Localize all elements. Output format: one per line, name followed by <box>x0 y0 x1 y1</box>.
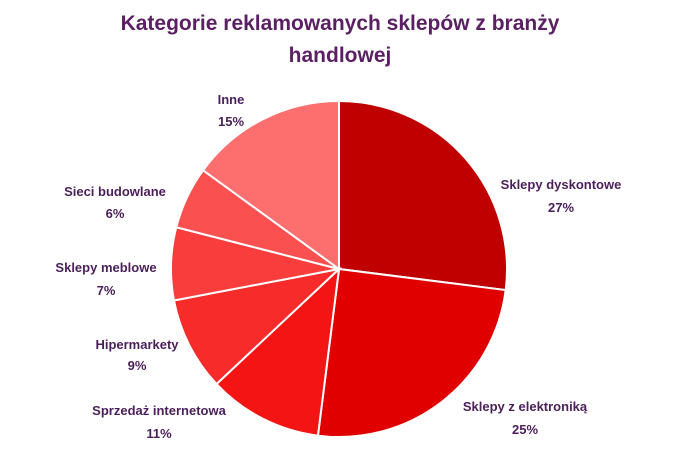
pie-slice-1 <box>338 99 509 292</box>
slice-label-1: Sklepy dyskontowe <box>501 177 622 192</box>
slice-value-label-3: 11% <box>146 426 172 441</box>
slice-label-6: Sieci budowlane <box>64 184 166 199</box>
slice-label-5: Sklepy meblowe <box>55 260 156 275</box>
slice-value-label-1: 27% <box>548 200 574 215</box>
slice-value-label-5: 7% <box>97 283 116 298</box>
pie-slice-4 <box>172 267 343 386</box>
pie-slice-2 <box>316 267 507 439</box>
slice-label-2: Sklepy z elektroniką <box>463 399 588 414</box>
slice-value-label-4: 9% <box>128 358 147 373</box>
pie-slice-7 <box>201 99 340 271</box>
pie-slice-3 <box>215 266 341 437</box>
slice-label-4: Hipermarkety <box>95 337 179 352</box>
chart-title-line-2: handlowej <box>288 44 392 67</box>
slice-label-3: Sprzedaż internetowa <box>92 403 226 418</box>
slice-value-label-7: 15% <box>218 114 244 129</box>
slice-value-label-6: 6% <box>106 206 125 221</box>
slice-label-7: Inne <box>218 92 245 107</box>
chart-title-line-1: Kategorie reklamowanych sklepów z branży <box>120 12 560 35</box>
slice-value-label-2: 25% <box>512 422 538 437</box>
